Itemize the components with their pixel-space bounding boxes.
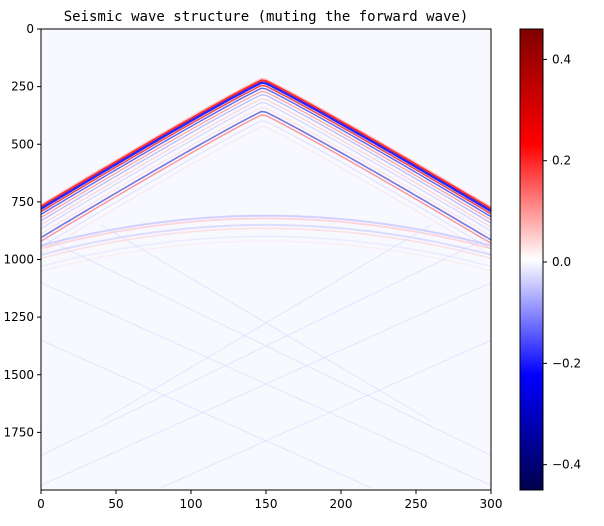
y-tick-label: 1250 [3,310,34,324]
x-tick-label: 100 [180,497,203,511]
x-tick-label: 300 [480,497,503,511]
scattered-noise-line [41,339,372,489]
direct-wave-band [41,90,491,221]
y-axis: 0 250 500 750 1000 1250 1500 1750 [3,22,41,439]
reflection-band [41,235,491,268]
reflection-band [41,217,491,250]
x-axis: 0 50 100 150 200 250 300 [37,490,502,511]
direct-wave-band [41,81,491,213]
direct-wave-band [41,101,491,232]
reflection-band [41,214,491,247]
seismic-wavefield [41,77,491,489]
direct-wave-band [41,110,491,241]
reflection-band [41,223,491,256]
scattered-noise-line [160,339,491,489]
direct-wave-band [41,79,491,210]
colorbar-tick-label: −0.4 [552,458,581,472]
direct-wave-band [41,98,491,228]
y-tick-label: 750 [11,195,34,209]
y-tick-label: 1750 [3,425,34,439]
direct-wave-band [41,126,491,256]
direct-wave-band [41,94,491,224]
x-tick-label: 50 [108,497,123,511]
colorbar-ticks: 0.4 0.2 0.0 −0.2 −0.4 [543,52,581,472]
y-tick-label: 1500 [3,368,34,382]
direct-wave-band [41,77,491,208]
direct-wave-band [41,120,491,250]
x-tick-label: 0 [37,497,45,511]
plot-background [41,29,491,490]
scattered-noise-line [41,282,491,486]
colorbar: 0.4 0.2 0.0 −0.2 −0.4 [519,28,581,491]
colorbar-scale [519,28,544,491]
x-tick-label: 200 [330,497,353,511]
scattered-noise-line [100,224,432,422]
direct-wave-band [41,87,491,218]
x-tick-label: 150 [255,497,278,511]
reflection-band [41,240,491,272]
x-tick-label: 250 [405,497,428,511]
y-tick-label: 500 [11,137,34,151]
scattered-noise-line [41,236,491,456]
colorbar-tick-label: 0.0 [552,255,571,269]
y-tick-label: 250 [11,80,34,94]
y-tick-label: 1000 [3,253,34,267]
reflection-band [41,227,491,260]
chart-title: Seismic wave structure (muting the forwa… [64,9,469,25]
direct-wave-band [41,84,491,215]
plot-area [40,28,492,491]
y-tick-label: 0 [26,22,34,36]
colorbar-tick-label: −0.2 [552,356,581,370]
colorbar-tick-label: 0.2 [552,154,571,168]
direct-wave-band [41,107,491,237]
direct-wave-band [41,114,491,245]
colorbar-tick-label: 0.4 [552,52,571,66]
